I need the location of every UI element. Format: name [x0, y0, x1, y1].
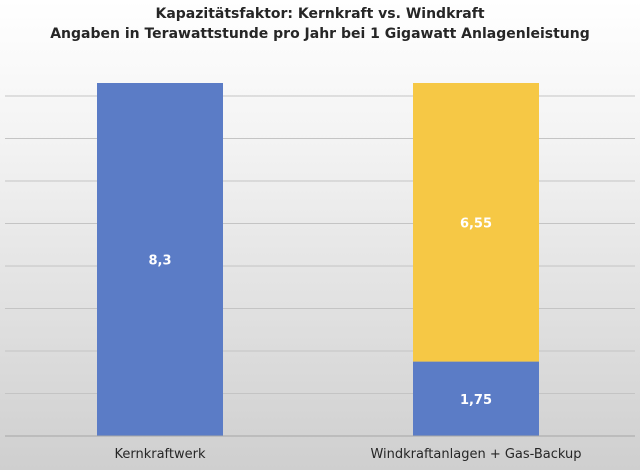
bar-segment	[413, 83, 539, 362]
chart-title: Kapazitätsfaktor: Kernkraft vs. Windkraf…	[155, 6, 485, 22]
data-label: 1,75	[460, 393, 492, 408]
data-label: 6,55	[460, 216, 492, 231]
chart-subtitle: Angaben in Terawattstunde pro Jahr bei 1…	[50, 26, 590, 42]
category-label: Kernkraftwerk	[114, 447, 205, 462]
data-label: 8,3	[148, 254, 171, 269]
category-label: Windkraftanlagen + Gas-Backup	[370, 447, 581, 462]
bar-segment	[97, 83, 223, 436]
bar-segment	[413, 361, 539, 436]
